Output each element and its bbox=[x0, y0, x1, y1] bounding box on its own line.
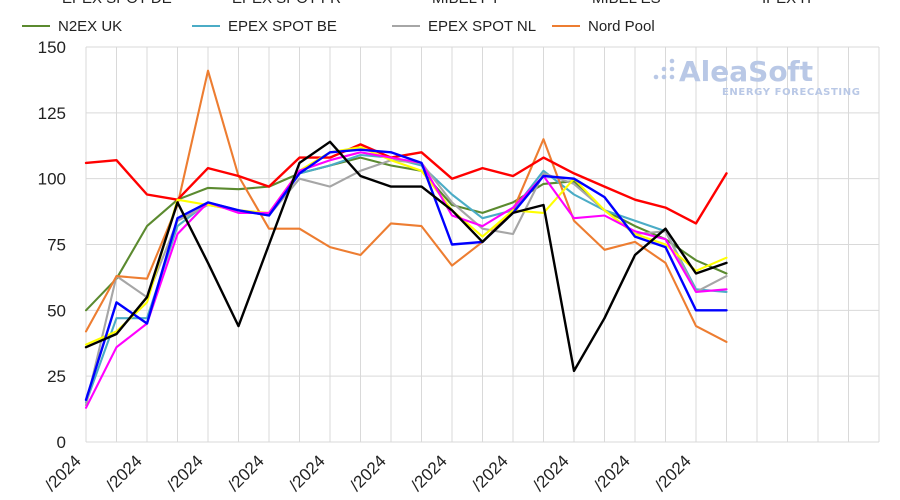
x-tick-label: /2024 bbox=[468, 451, 512, 495]
x-tick-label: /2024 bbox=[590, 451, 634, 495]
legend-label: MIBEL PT bbox=[432, 0, 500, 7]
x-tick-label: /2024 bbox=[651, 451, 695, 495]
y-tick-label: 75 bbox=[47, 236, 66, 255]
logo-dots-icon bbox=[653, 58, 675, 80]
x-tick-label: /2024 bbox=[285, 451, 329, 495]
x-axis-ticks: /2024/2024/2024/2024/2024/2024/2024/2024… bbox=[41, 451, 695, 495]
series-lines bbox=[84, 69, 728, 409]
x-tick-label: /2024 bbox=[41, 451, 85, 495]
legend-label: EPEX SPOT DE bbox=[62, 0, 172, 7]
y-axis-ticks: 0 25 50 75 100 125 150 bbox=[38, 38, 66, 452]
series-line bbox=[84, 151, 728, 409]
legend-label: EPEX SPOT FR bbox=[232, 0, 341, 7]
y-tick-label: 0 bbox=[57, 433, 66, 452]
aleasoft-logo: AleaSoft ENERGY FORECASTING bbox=[653, 55, 861, 98]
x-tick-label: /2024 bbox=[529, 451, 573, 495]
y-tick-label: 25 bbox=[47, 367, 66, 386]
legend-label: IPEX IT bbox=[762, 0, 814, 7]
legend-label: Nord Pool bbox=[588, 18, 655, 35]
series-line bbox=[84, 153, 728, 404]
y-tick-label: 150 bbox=[38, 38, 66, 57]
legend: N2EX UK EPEX SPOT BE EPEX SPOT NL Nord Pool bbox=[22, 18, 655, 35]
legend-label: EPEX SPOT NL bbox=[428, 18, 536, 35]
series-line bbox=[84, 148, 728, 402]
x-tick-label: /2024 bbox=[407, 451, 451, 495]
y-tick-label: 50 bbox=[47, 301, 66, 320]
legend-label: MIBEL ES bbox=[592, 0, 661, 7]
gridlines bbox=[85, 46, 880, 443]
x-tick-label: /2024 bbox=[102, 451, 146, 495]
x-tick-label: /2024 bbox=[224, 451, 268, 495]
logo-wordmark: AleaSoft bbox=[679, 55, 813, 88]
legend-top-row-partial: EPEX SPOT DE EPEX SPOT FR MIBEL PT MIBEL ES… bbox=[62, 0, 814, 7]
legend-label: EPEX SPOT BE bbox=[228, 18, 337, 35]
series-line bbox=[84, 140, 728, 373]
series-line bbox=[84, 69, 728, 343]
y-tick-label: 125 bbox=[38, 104, 66, 123]
series-line bbox=[84, 143, 728, 225]
logo-tagline: ENERGY FORECASTING bbox=[722, 87, 861, 98]
x-tick-label: /2024 bbox=[163, 451, 207, 495]
y-tick-label: 100 bbox=[38, 170, 66, 189]
series-line bbox=[84, 146, 728, 346]
legend-label: N2EX UK bbox=[58, 18, 122, 35]
x-tick-label: /2024 bbox=[346, 451, 390, 495]
